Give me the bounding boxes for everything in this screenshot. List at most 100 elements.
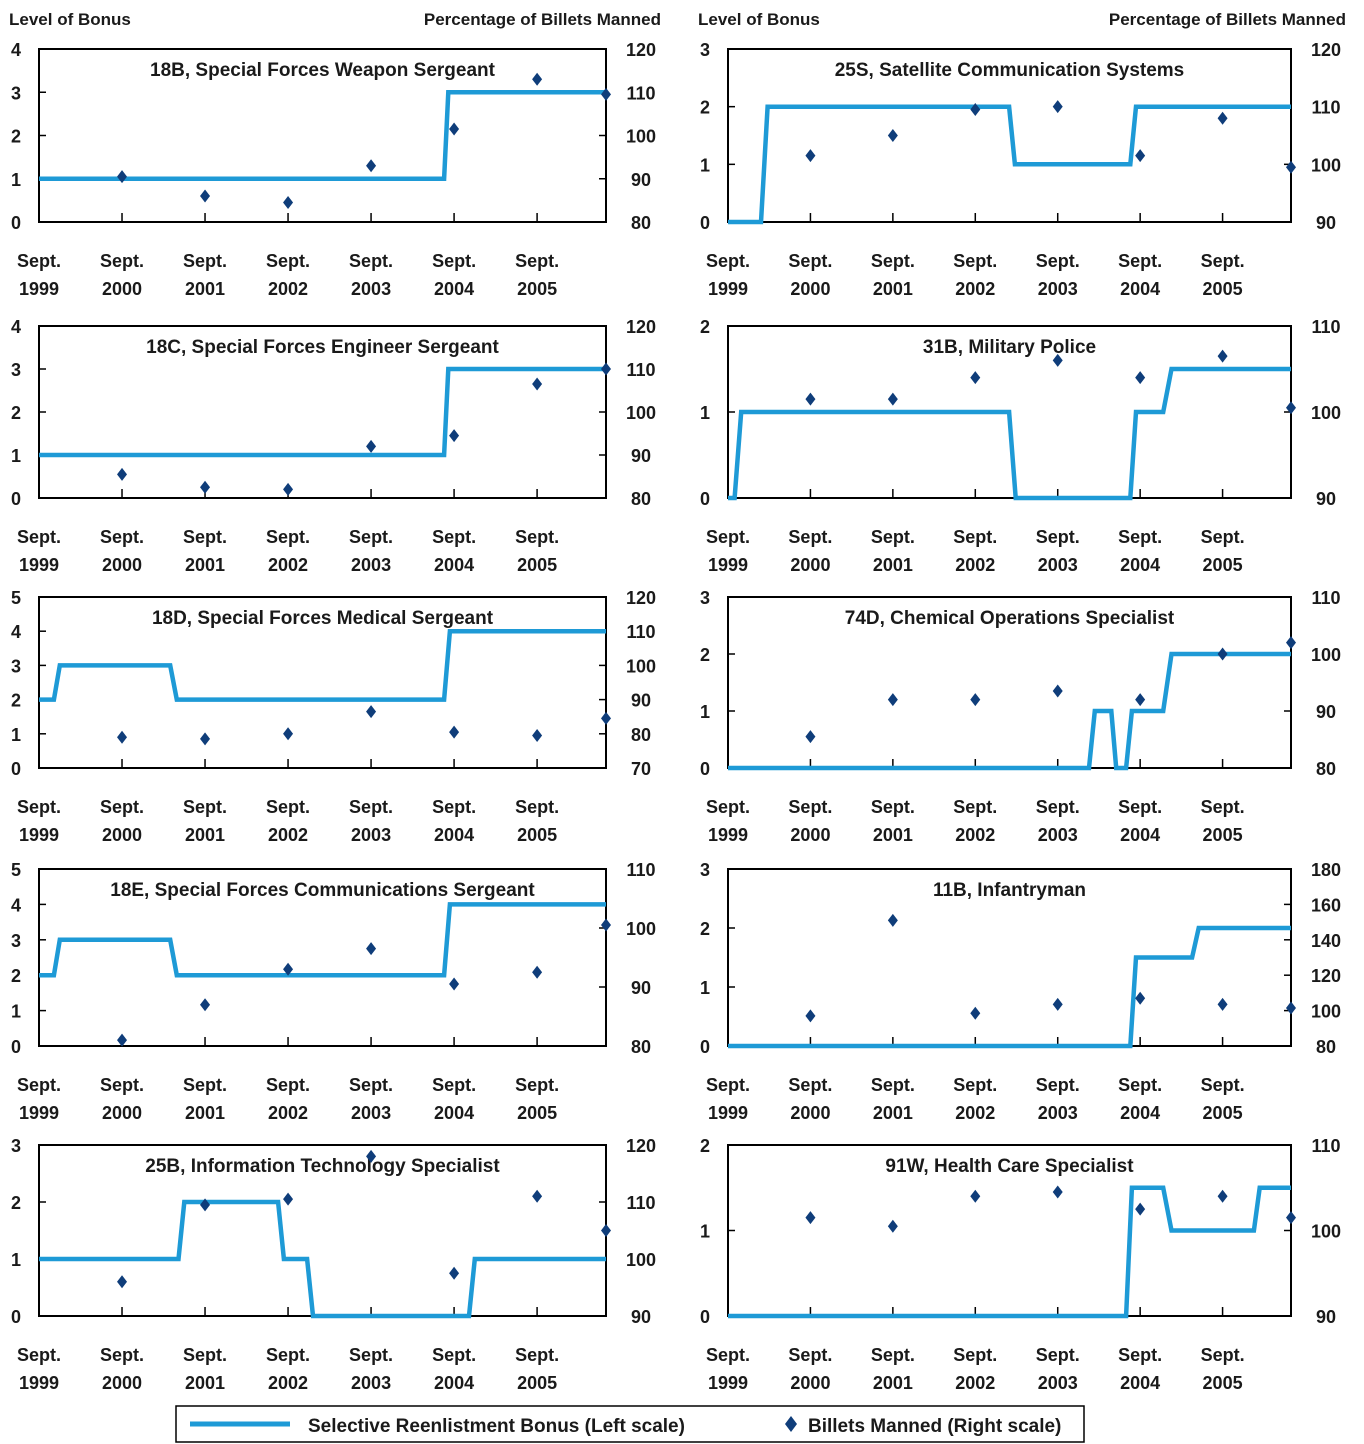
billets-point	[449, 977, 460, 991]
x-tick-label-year: 2001	[185, 825, 225, 845]
x-tick-label-year: 1999	[708, 279, 748, 299]
x-tick-label-year: 2003	[1038, 555, 1078, 575]
x-tick-label-month: Sept.	[706, 1345, 750, 1365]
x-tick-label-month: Sept.	[953, 797, 997, 817]
right-tick-label: 80	[1316, 1037, 1336, 1057]
billets-point	[283, 1192, 294, 1206]
x-tick-label-month: Sept.	[1118, 1075, 1162, 1095]
bonus-series-line	[39, 1199, 606, 1319]
left-tick-label: 4	[11, 622, 21, 642]
billets-point	[117, 170, 128, 184]
x-tick-label-month: Sept.	[17, 1075, 61, 1095]
x-tick-label-year: 2001	[873, 1373, 913, 1393]
right-tick-label: 90	[1316, 702, 1336, 722]
x-tick-label-year: 2005	[1203, 555, 1243, 575]
x-tick-label-year: 2004	[1120, 555, 1160, 575]
billets-point	[805, 1211, 816, 1225]
billets-point	[1217, 349, 1228, 363]
x-tick-label-month: Sept.	[1118, 251, 1162, 271]
bonus-series-line	[39, 902, 606, 978]
left-tick-label: 0	[11, 213, 21, 233]
right-tick-label: 80	[631, 1037, 651, 1057]
x-tick-label-month: Sept.	[432, 1345, 476, 1365]
x-tick-label-year: 2003	[351, 1373, 391, 1393]
x-tick-label-year: 2003	[1038, 279, 1078, 299]
bonus-series-line	[39, 90, 606, 182]
x-tick-label-month: Sept.	[100, 1075, 144, 1095]
x-tick-label-month: Sept.	[953, 527, 997, 547]
right-tick-label: 100	[626, 1250, 656, 1270]
left-tick-label: 0	[700, 1037, 710, 1057]
billets-point	[887, 392, 898, 406]
left-tick-label: 1	[11, 446, 21, 466]
left-tick-label: 1	[11, 170, 21, 190]
x-tick-label-month: Sept.	[17, 797, 61, 817]
left-tick-label: 1	[11, 1250, 21, 1270]
x-tick-label-year: 2002	[955, 1103, 995, 1123]
left-tick-label: 0	[11, 489, 21, 509]
left-tick-label: 4	[11, 317, 21, 337]
x-tick-label-month: Sept.	[871, 1075, 915, 1095]
x-tick-label-month: Sept.	[788, 1345, 832, 1365]
x-tick-label-month: Sept.	[266, 797, 310, 817]
left-tick-label: 5	[11, 860, 21, 880]
x-tick-label-month: Sept.	[1201, 1075, 1245, 1095]
x-tick-label-month: Sept.	[1201, 527, 1245, 547]
billets-point	[449, 725, 460, 739]
billets-point	[805, 1009, 816, 1023]
right-tick-label: 110	[1311, 98, 1340, 118]
billets-point	[366, 705, 377, 719]
left-tick-label: 4	[11, 895, 21, 915]
x-tick-label-year: 1999	[708, 825, 748, 845]
billets-point	[117, 1033, 128, 1047]
x-tick-label-year: 2003	[1038, 825, 1078, 845]
plot-frame	[727, 48, 1292, 223]
billets-point	[805, 392, 816, 406]
left-tick-label: 5	[11, 588, 21, 608]
right-axis-title: Percentage of Billets Manned	[424, 10, 661, 29]
billets-point	[1052, 684, 1063, 698]
x-tick-label-month: Sept.	[100, 251, 144, 271]
chart-panel: 0 1 2 90 100 110 Sept. 1999 Sept. 2000 Sept. 2001 Se…	[700, 317, 1341, 575]
right-tick-label: 110	[626, 860, 655, 880]
x-tick-label-year: 2005	[1203, 279, 1243, 299]
x-tick-label-month: Sept.	[183, 527, 227, 547]
chart-panel: 0 1 2 3 90 100 110 120 Sept. 1999 Sept. 2000 Sept. 20…	[11, 1136, 656, 1393]
right-tick-label: 70	[631, 759, 651, 779]
x-tick-label-year: 2000	[102, 555, 142, 575]
x-tick-label-year: 1999	[708, 555, 748, 575]
x-tick-label-year: 2004	[434, 1373, 474, 1393]
left-axis-title: Level of Bonus	[9, 10, 131, 29]
billets-point	[200, 998, 211, 1012]
x-tick-label-month: Sept.	[1036, 1075, 1080, 1095]
x-tick-label-year: 2004	[434, 279, 474, 299]
billets-point	[283, 196, 294, 210]
x-tick-label-year: 1999	[19, 279, 59, 299]
left-tick-label: 2	[700, 317, 710, 337]
billets-point	[532, 377, 543, 391]
x-tick-label-year: 2001	[873, 1103, 913, 1123]
left-tick-label: 3	[11, 656, 21, 676]
left-tick-label: 2	[700, 645, 710, 665]
chart-panel: 0 1 2 3 80 90 100 110 Sept. 1999 Sept. 2000 Sept. 200…	[700, 588, 1341, 845]
billets-point	[532, 72, 543, 86]
left-tick-label: 3	[700, 588, 710, 608]
billets-point	[887, 1219, 898, 1233]
x-tick-label-month: Sept.	[788, 527, 832, 547]
x-tick-label-month: Sept.	[1201, 797, 1245, 817]
right-tick-label: 120	[1311, 966, 1341, 986]
billets-point	[1286, 1001, 1296, 1015]
x-tick-label-year: 2003	[351, 825, 391, 845]
x-tick-label-year: 2003	[351, 555, 391, 575]
billets-point	[200, 189, 211, 203]
x-tick-label-month: Sept.	[788, 797, 832, 817]
left-tick-label: 0	[11, 1037, 21, 1057]
x-tick-label-month: Sept.	[871, 251, 915, 271]
right-tick-label: 100	[626, 403, 656, 423]
left-tick-label: 1	[11, 1002, 21, 1022]
right-tick-label: 110	[626, 360, 655, 380]
x-tick-label-month: Sept.	[1118, 797, 1162, 817]
billets-point	[1135, 371, 1146, 385]
billets-point	[449, 122, 460, 136]
